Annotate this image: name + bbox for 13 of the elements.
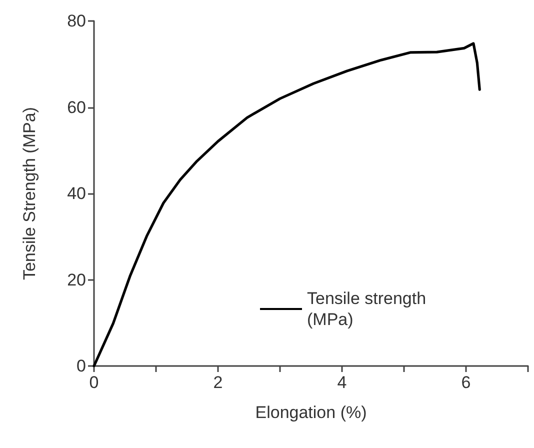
y-tick-label: 80 <box>67 12 86 30</box>
y-tick-label: 60 <box>67 98 86 117</box>
y-tick-label: 40 <box>67 184 86 203</box>
y-axis-title: Tensile Strength (MPa) <box>20 107 39 280</box>
x-tick-label: 4 <box>337 373 347 392</box>
x-axis-title: Elongation (%) <box>255 403 367 422</box>
legend-label: Tensile strength (MPa) <box>307 289 431 329</box>
x-tick-label: 2 <box>213 373 223 392</box>
x-tick-label: 0 <box>89 373 99 392</box>
y-tick-label: 0 <box>76 356 86 376</box>
line-series <box>92 42 481 368</box>
y-tick-label: 20 <box>67 270 86 290</box>
x-tick-label: 6 <box>461 373 471 392</box>
